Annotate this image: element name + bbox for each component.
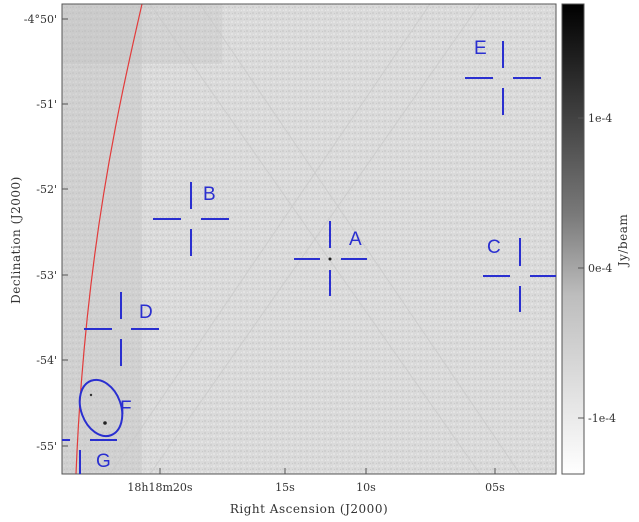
colorbar <box>561 3 585 475</box>
y-tick-label: -52' <box>36 183 57 196</box>
marker-E-label: E <box>474 38 487 59</box>
colorbar-title: Jy/beam <box>616 214 630 269</box>
colorbar-tick-label: 0e-4 <box>588 262 612 275</box>
marker-D <box>84 292 159 366</box>
marker-C-label: C <box>487 237 501 258</box>
map-frame <box>61 3 557 475</box>
colorbar-tick-label: -1e-4 <box>588 412 616 425</box>
marker-B <box>153 182 229 256</box>
marker-B-label: B <box>203 184 216 205</box>
boundary-curve <box>75 4 143 474</box>
marker-F-label: F <box>120 398 132 419</box>
x-tick-marks <box>159 468 496 474</box>
x-tick-label: 18h18m20s <box>127 481 193 494</box>
marker-C <box>483 238 556 312</box>
marker-A-label: A <box>349 229 362 250</box>
y-tick-label: -51' <box>36 98 57 111</box>
y-axis-title: Declination (J2000) <box>9 176 23 304</box>
x-tick-label: 10s <box>356 481 376 494</box>
marker-G-label: G <box>96 451 111 472</box>
y-tick-marks <box>62 18 68 447</box>
marker-D-label: D <box>139 302 153 323</box>
marker-G <box>62 439 117 474</box>
y-tick-label: -53' <box>36 269 57 282</box>
colorbar-tick-label: 1e-4 <box>588 112 612 125</box>
y-tick-label: -55' <box>36 440 57 453</box>
marker-A <box>294 221 367 296</box>
y-tick-label: -4°50' <box>24 13 57 26</box>
y-tick-label: -54' <box>36 354 57 367</box>
marker-F <box>78 378 124 438</box>
x-tick-label: 05s <box>485 481 505 494</box>
map-image <box>62 4 556 474</box>
marker-E <box>465 41 541 115</box>
x-axis-title: Right Ascension (J2000) <box>230 502 388 516</box>
x-tick-label: 15s <box>275 481 295 494</box>
colorbar-tick-marks <box>578 117 584 419</box>
